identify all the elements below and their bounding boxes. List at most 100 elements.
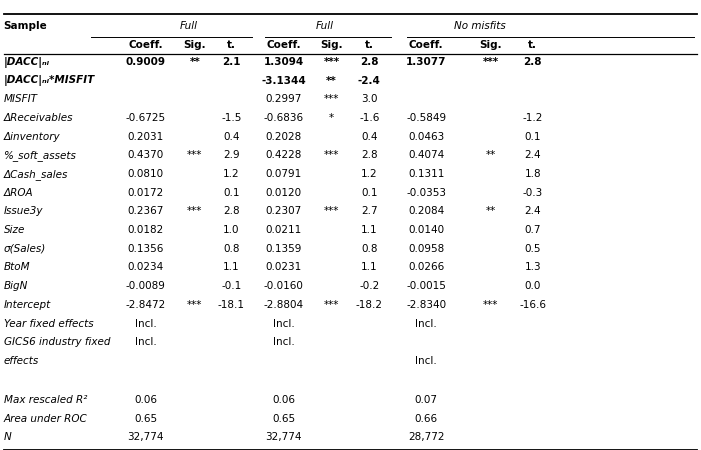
- Text: ***: ***: [323, 57, 340, 67]
- Text: 0.1311: 0.1311: [408, 169, 444, 179]
- Text: effects: effects: [4, 356, 39, 366]
- Text: 0.07: 0.07: [415, 395, 437, 405]
- Text: 2.4: 2.4: [524, 207, 541, 216]
- Text: 0.1359: 0.1359: [266, 244, 302, 254]
- Text: 1.1: 1.1: [223, 262, 240, 273]
- Text: 2.8: 2.8: [361, 150, 378, 161]
- Text: Sig.: Sig.: [184, 40, 206, 50]
- Text: |DACC|ₙₗ*MISFIT: |DACC|ₙₗ*MISFIT: [4, 75, 95, 86]
- Text: 2.8: 2.8: [524, 57, 542, 67]
- Text: 0.0958: 0.0958: [408, 244, 444, 254]
- Text: 2.8: 2.8: [360, 57, 379, 67]
- Text: 2.8: 2.8: [223, 207, 240, 216]
- Text: Max rescaled R²: Max rescaled R²: [4, 395, 87, 405]
- Text: -1.6: -1.6: [359, 113, 380, 123]
- Text: ***: ***: [482, 57, 499, 67]
- Text: **: **: [486, 150, 496, 161]
- Text: Full: Full: [179, 21, 198, 31]
- Text: -16.6: -16.6: [519, 300, 546, 310]
- Text: 0.2997: 0.2997: [266, 94, 302, 104]
- Text: -2.4: -2.4: [358, 76, 381, 86]
- Text: -0.2: -0.2: [360, 281, 379, 291]
- Text: 0.65: 0.65: [273, 414, 295, 424]
- Text: Coeff.: Coeff.: [266, 40, 301, 50]
- Text: 0.66: 0.66: [415, 414, 437, 424]
- Text: -0.0160: -0.0160: [264, 281, 304, 291]
- Text: 2.1: 2.1: [222, 57, 240, 67]
- Text: Size: Size: [4, 225, 25, 235]
- Text: 0.0266: 0.0266: [408, 262, 444, 273]
- Text: -0.5849: -0.5849: [406, 113, 447, 123]
- Text: 2.9: 2.9: [223, 150, 240, 161]
- Text: -2.8804: -2.8804: [264, 300, 304, 310]
- Text: -0.0089: -0.0089: [126, 281, 165, 291]
- Text: ***: ***: [324, 94, 339, 104]
- Text: -2.8472: -2.8472: [125, 300, 166, 310]
- Text: 0.4074: 0.4074: [408, 150, 444, 161]
- Text: 0.5: 0.5: [524, 244, 541, 254]
- Text: ***: ***: [187, 300, 203, 310]
- Text: 32,774: 32,774: [128, 432, 164, 442]
- Text: 0.06: 0.06: [273, 395, 295, 405]
- Text: -0.1: -0.1: [222, 281, 241, 291]
- Text: 0.0211: 0.0211: [266, 225, 302, 235]
- Text: -1.2: -1.2: [522, 113, 543, 123]
- Text: Δinventory: Δinventory: [4, 132, 60, 142]
- Text: Incl.: Incl.: [415, 319, 437, 328]
- Text: Sig.: Sig.: [320, 40, 343, 50]
- Text: 0.2307: 0.2307: [266, 207, 302, 216]
- Text: 0.0: 0.0: [524, 281, 541, 291]
- Text: -0.0353: -0.0353: [406, 188, 447, 198]
- Text: -0.3: -0.3: [523, 188, 543, 198]
- Text: 1.3: 1.3: [524, 262, 541, 273]
- Text: 0.7: 0.7: [524, 225, 541, 235]
- Text: 32,774: 32,774: [266, 432, 302, 442]
- Text: -0.6725: -0.6725: [125, 113, 166, 123]
- Text: σ(Sales): σ(Sales): [4, 244, 46, 254]
- Text: No misfits: No misfits: [454, 21, 506, 31]
- Text: 2.7: 2.7: [361, 207, 378, 216]
- Text: ΔReceivables: ΔReceivables: [4, 113, 73, 123]
- Text: 0.0231: 0.0231: [266, 262, 302, 273]
- Text: Incl.: Incl.: [273, 319, 295, 328]
- Text: ***: ***: [324, 300, 339, 310]
- Text: ***: ***: [324, 207, 339, 216]
- Text: 1.8: 1.8: [524, 169, 541, 179]
- Text: Incl.: Incl.: [135, 337, 157, 347]
- Text: 0.0234: 0.0234: [128, 262, 164, 273]
- Text: 0.2031: 0.2031: [128, 132, 164, 142]
- Text: t.: t.: [365, 40, 374, 50]
- Text: -18.1: -18.1: [218, 300, 245, 310]
- Text: 2.4: 2.4: [524, 150, 541, 161]
- Text: t.: t.: [529, 40, 537, 50]
- Text: 0.65: 0.65: [135, 414, 157, 424]
- Text: ***: ***: [324, 150, 339, 161]
- Text: 1.2: 1.2: [361, 169, 378, 179]
- Text: -3.1344: -3.1344: [261, 76, 306, 86]
- Text: 0.0182: 0.0182: [128, 225, 164, 235]
- Text: 0.0120: 0.0120: [266, 188, 302, 198]
- Text: ΔROA: ΔROA: [4, 188, 33, 198]
- Text: *: *: [329, 113, 334, 123]
- Text: 1.1: 1.1: [361, 225, 378, 235]
- Text: ***: ***: [187, 150, 203, 161]
- Text: 0.0172: 0.0172: [128, 188, 164, 198]
- Text: -18.2: -18.2: [356, 300, 383, 310]
- Text: 0.9009: 0.9009: [125, 57, 166, 67]
- Text: %_soft_assets: %_soft_assets: [4, 150, 76, 161]
- Text: 0.2367: 0.2367: [128, 207, 164, 216]
- Text: 3.0: 3.0: [361, 94, 378, 104]
- Text: Sig.: Sig.: [479, 40, 502, 50]
- Text: 0.4: 0.4: [361, 132, 378, 142]
- Text: 0.0140: 0.0140: [408, 225, 444, 235]
- Text: |DACC|ₙₗ: |DACC|ₙₗ: [4, 57, 50, 68]
- Text: 0.2028: 0.2028: [266, 132, 302, 142]
- Text: 0.0810: 0.0810: [128, 169, 164, 179]
- Text: Sample: Sample: [4, 21, 47, 31]
- Text: 0.1: 0.1: [524, 132, 541, 142]
- Text: 0.06: 0.06: [135, 395, 157, 405]
- Text: -0.6836: -0.6836: [264, 113, 304, 123]
- Text: 0.4: 0.4: [223, 132, 240, 142]
- Text: MISFIT: MISFIT: [4, 94, 38, 104]
- Text: 28,772: 28,772: [408, 432, 444, 442]
